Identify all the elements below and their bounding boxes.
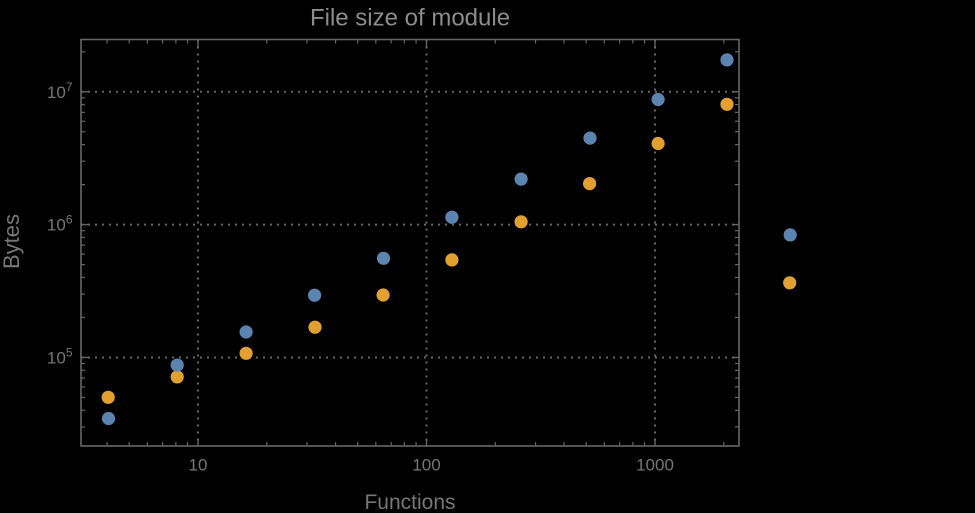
- svg-text:107: 107: [47, 80, 73, 102]
- svg-text:Functions: Functions: [364, 491, 455, 513]
- svg-text:1000: 1000: [636, 456, 674, 475]
- svg-text:105: 105: [47, 345, 73, 367]
- svg-text:10: 10: [189, 456, 208, 475]
- svg-text:106: 106: [47, 213, 73, 235]
- svg-text:100: 100: [412, 456, 440, 475]
- svg-text:Bytes: Bytes: [0, 214, 24, 269]
- svg-text:File size of module: File size of module: [310, 5, 510, 32]
